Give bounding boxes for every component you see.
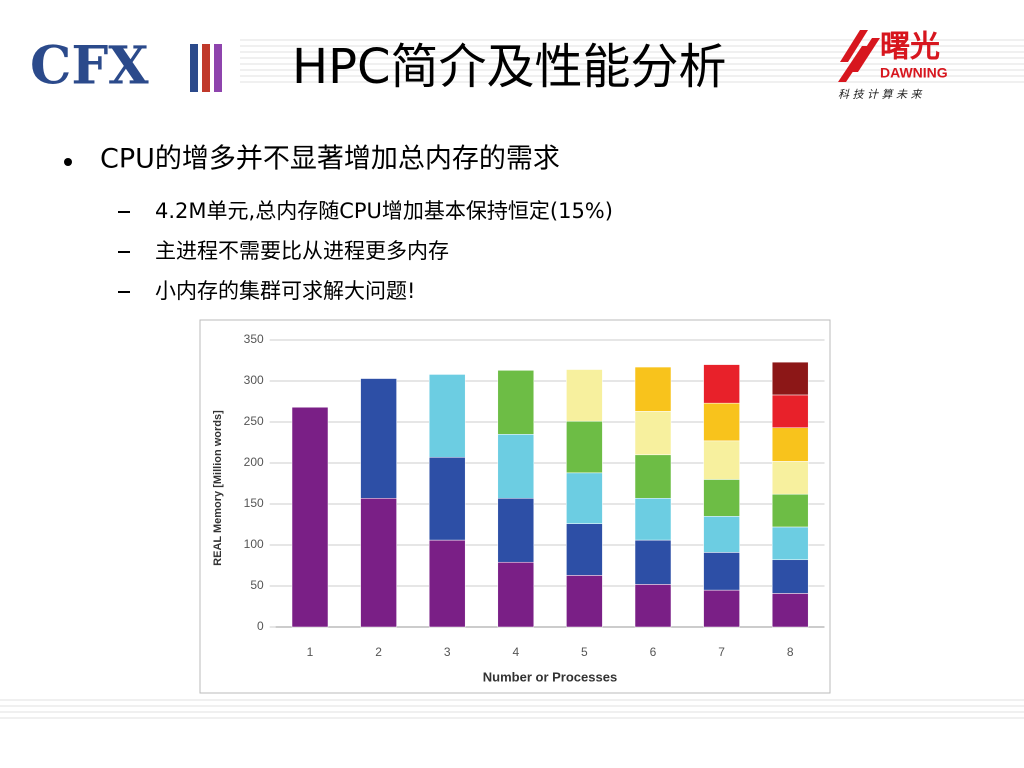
y-tick-label: 250 [244,414,264,428]
bar-segment [771,361,809,396]
bar-segment [771,526,809,561]
logo-name: 曙光 [880,30,940,65]
y-tick-label: 200 [244,455,264,469]
bar-segment [634,411,672,456]
bar-segment [771,493,809,528]
sub-bullet: 主进程不需要比从进程更多内存 [155,239,449,263]
logo-mark [190,44,222,92]
decor-stripes [0,39,1024,719]
y-tick-label: 50 [250,578,264,592]
bar-segment [291,406,329,628]
bar-segment [497,561,535,628]
bar-segment [428,539,466,628]
x-tick-label: 8 [787,645,794,659]
bar-segment [771,461,809,495]
logo-brand: DAWNING [880,65,948,81]
x-axis-label: Number or Processes [483,669,617,684]
bar-segment [703,589,740,628]
logo-slogan: 科 技 计 算 未 来 [838,88,922,101]
sub-bullet: 小内存的集群可求解大问题! [155,279,415,303]
bar-segment [428,374,466,458]
y-tick-label: 0 [257,619,264,633]
bar-segment [703,516,740,553]
bar-segment [566,523,603,576]
x-tick-label: 3 [444,645,451,659]
y-tick-label: 350 [244,332,264,346]
bar-segment [703,552,740,591]
bar-segment [703,364,740,404]
bar-segment [771,593,809,628]
bar-segment [360,498,397,628]
bar-segment [703,402,740,442]
x-tick-label: 5 [581,645,588,659]
bar-segment [497,370,535,435]
bar-segment [566,420,603,474]
x-tick-label: 6 [650,645,657,659]
bar-segment [497,498,535,563]
bar-segment [566,369,603,422]
bar-segment [634,498,672,541]
x-tick-label: 4 [512,645,519,659]
bar-segment [771,394,809,428]
bullet-dash [118,251,130,253]
y-tick-label: 100 [244,537,264,551]
bar-segment [634,539,672,585]
x-tick-label: 1 [307,645,314,659]
bullet-dot [64,158,72,166]
x-tick-label: 7 [718,645,725,659]
dawning-mark [838,30,880,82]
x-tick-label: 2 [375,645,382,659]
bar-segment [428,457,466,541]
bar-segment [566,472,603,524]
bar-segment [703,440,740,480]
slide-title: HPC简介及性能分析 [292,39,727,95]
bullet-dash [118,291,130,293]
logo-cfx: CFX [30,36,149,97]
y-axis-label: REAL Memory [Million words] [212,410,224,566]
sub-bullet: 4.2M单元,总内存随CPU增加基本保持恒定(15%) [155,199,613,223]
y-tick-label: 150 [244,496,264,510]
bar-segment [360,378,397,499]
bullet-dash [118,211,130,213]
bar-segment [771,427,809,462]
bar-segment [634,454,672,499]
bar-segment [634,366,672,412]
plot: 0 50 100 150 200 250 300 350 1 2 3 4 5 6 7 8 [244,332,825,659]
bar-segment [703,479,740,517]
bar-segment [771,559,809,594]
bar-segment [497,434,535,499]
bar-segment [566,575,603,628]
y-tick-label: 300 [244,373,264,387]
bullet-text: CPU的增多并不显著增加总内存的需求 [100,144,560,175]
bar-segment [634,584,672,628]
